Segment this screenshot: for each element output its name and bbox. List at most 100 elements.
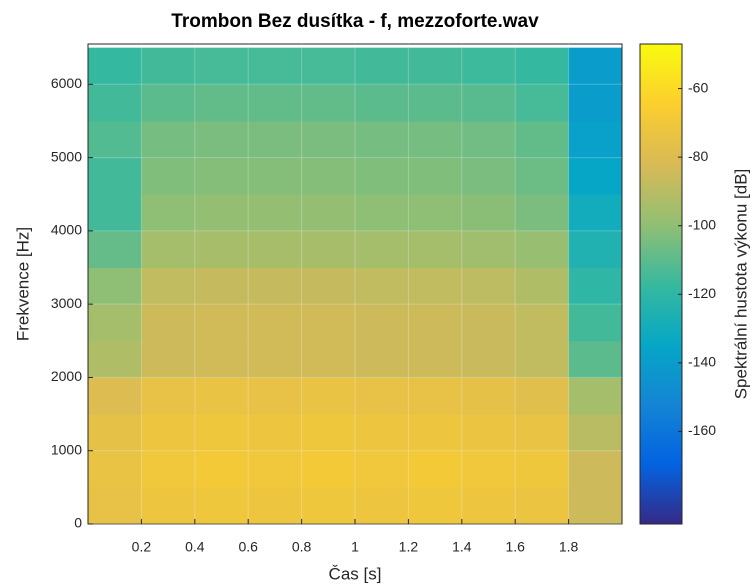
spectrogram-cell xyxy=(301,487,356,525)
spectrogram-cell xyxy=(88,414,142,452)
spectrogram-cell xyxy=(355,47,409,85)
spectrogram-cell xyxy=(568,450,623,488)
spectrogram-cell xyxy=(355,120,409,159)
spectrogram-cell xyxy=(301,304,356,342)
spectrogram-cell xyxy=(408,267,463,305)
spectrogram-cell xyxy=(408,377,463,415)
x-tick-label: 0.2 xyxy=(132,539,152,555)
spectrogram-cell xyxy=(194,304,249,342)
spectrogram-cell xyxy=(194,267,249,305)
spectrogram-cell xyxy=(301,230,356,269)
colorbar-tick-label: -160 xyxy=(688,422,716,438)
spectrogram-cell xyxy=(408,194,463,232)
spectrogram-cell xyxy=(355,267,409,305)
spectrogram-cell xyxy=(301,84,356,122)
spectrogram-cell xyxy=(515,84,570,122)
spectrogram-cell xyxy=(355,157,409,195)
colorbar-tick-label: -140 xyxy=(688,354,716,370)
y-tick-label: 5000 xyxy=(51,148,82,164)
spectrogram-cell xyxy=(568,230,623,269)
spectrogram-cell xyxy=(568,340,623,378)
spectrogram-cell xyxy=(141,267,196,305)
spectrogram-cell xyxy=(301,157,356,195)
spectrogram-cell xyxy=(355,84,409,122)
spectrogram-cell xyxy=(568,487,623,525)
spectrogram-cell xyxy=(355,487,409,525)
spectrogram-cell xyxy=(194,487,249,525)
spectrogram-cell xyxy=(194,84,249,122)
spectrogram-cell xyxy=(461,267,516,305)
spectrogram-cell xyxy=(461,450,516,488)
spectrogram-cell xyxy=(461,304,516,342)
spectrogram-cell xyxy=(141,157,196,195)
spectrogram-cell xyxy=(88,340,142,378)
spectrogram-cell xyxy=(141,304,196,342)
x-tick-label: 0.8 xyxy=(292,539,312,555)
x-tick-label: 1.4 xyxy=(452,539,472,555)
spectrogram-cell xyxy=(461,377,516,415)
spectrogram-cell xyxy=(515,414,570,452)
spectrogram-cell xyxy=(141,194,196,232)
colorbar-tick-label: -60 xyxy=(688,79,708,95)
spectrogram-cell xyxy=(568,304,623,342)
spectrogram-cell xyxy=(408,304,463,342)
colorbar xyxy=(639,43,683,525)
spectrogram-cell xyxy=(355,414,409,452)
spectrogram-cell xyxy=(194,230,249,269)
spectrogram-cell xyxy=(88,450,142,488)
spectrogram-cell xyxy=(141,340,196,378)
x-tick-label: 0.6 xyxy=(238,539,258,555)
y-tick-label: 3000 xyxy=(51,295,82,311)
spectrogram-cell xyxy=(194,157,249,195)
spectrogram-cell xyxy=(355,230,409,269)
y-tick-label: 2000 xyxy=(51,368,82,384)
spectrogram-cell xyxy=(461,414,516,452)
spectrogram-cell xyxy=(408,120,463,159)
spectrogram-cell xyxy=(248,157,303,195)
spectrogram-cell xyxy=(141,414,196,452)
spectrogram-cell xyxy=(408,414,463,452)
spectrogram-cell xyxy=(88,157,142,195)
spectrogram-cell xyxy=(301,267,356,305)
spectrogram-cell xyxy=(194,47,249,85)
spectrogram-cell xyxy=(141,230,196,269)
spectrogram-cell xyxy=(248,84,303,122)
spectrogram-cell xyxy=(515,304,570,342)
spectrogram-cell xyxy=(408,157,463,195)
spectrogram-cell xyxy=(568,194,623,232)
x-tick-label: 1.6 xyxy=(505,539,525,555)
chart-title: Trombon Bez dusítka - f, mezzoforte.wav xyxy=(171,11,539,32)
spectrogram-cell xyxy=(248,304,303,342)
spectrogram-cell xyxy=(461,194,516,232)
spectrogram-cell xyxy=(194,450,249,488)
spectrogram-cell xyxy=(194,414,249,452)
spectrogram-cell xyxy=(461,84,516,122)
spectrogram-cell xyxy=(461,340,516,378)
spectrogram-cell xyxy=(461,487,516,525)
spectrogram-cell xyxy=(568,414,623,452)
spectrogram-cell xyxy=(515,267,570,305)
spectrogram-cell xyxy=(408,230,463,269)
y-tick-label: 1000 xyxy=(51,441,82,457)
spectrogram-cell xyxy=(515,450,570,488)
spectrogram-cell xyxy=(461,230,516,269)
spectrogram-cell xyxy=(248,47,303,85)
spectrogram-cell xyxy=(515,120,570,159)
spectrogram-cell xyxy=(515,230,570,269)
spectrogram-cell xyxy=(461,120,516,159)
spectrogram-cell xyxy=(355,304,409,342)
colorbar-tick-label: -80 xyxy=(688,148,708,164)
spectrogram-cell xyxy=(88,84,142,122)
spectrogram-cell xyxy=(568,377,623,415)
spectrogram-cell xyxy=(194,194,249,232)
spectrogram-cell xyxy=(88,47,142,85)
spectrogram-cell xyxy=(515,377,570,415)
spectrogram-cell xyxy=(141,377,196,415)
spectrogram-cell xyxy=(301,47,356,85)
spectrogram-cell xyxy=(141,120,196,159)
spectrogram-cell xyxy=(88,267,142,305)
spectrogram-cell xyxy=(408,84,463,122)
spectrogram-cell xyxy=(248,340,303,378)
y-tick-label: 0 xyxy=(74,515,82,531)
